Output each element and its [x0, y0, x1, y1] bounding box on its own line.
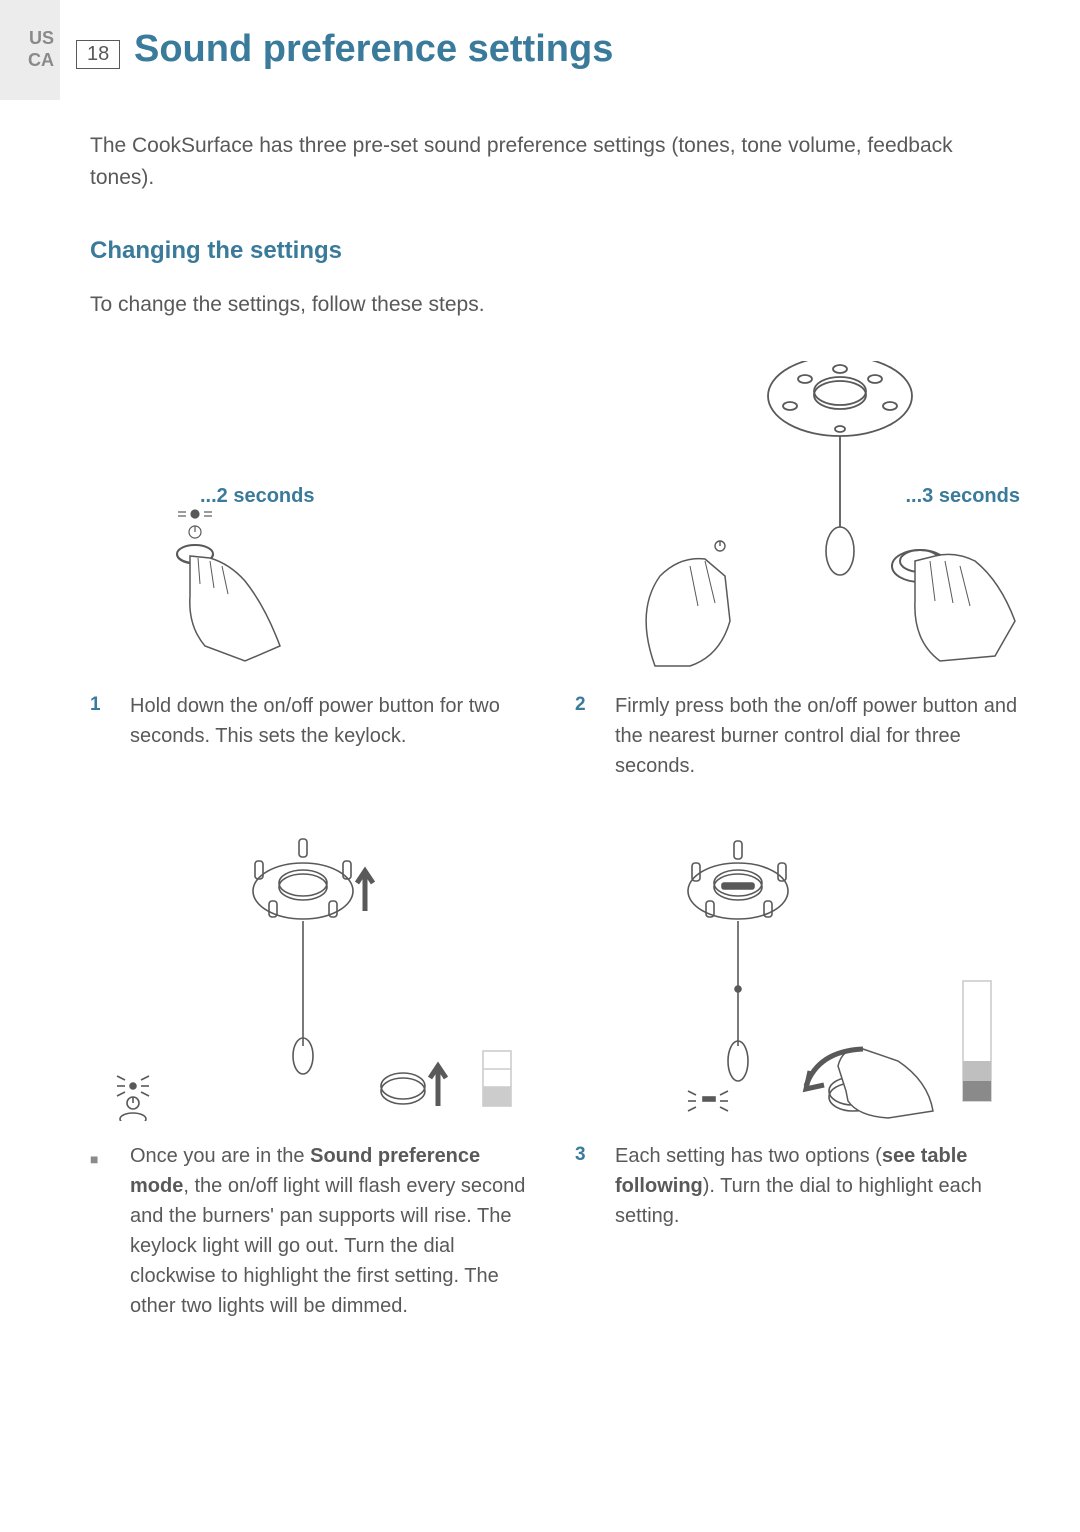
step-2-number: 2 [575, 691, 595, 781]
illustration-step-bullet [90, 821, 535, 1121]
locale-sidebar: US CA [0, 0, 60, 100]
dial-turn-icon [588, 831, 1008, 1121]
hand-press-button-icon [150, 506, 290, 666]
illustration-step-3 [575, 821, 1020, 1121]
intro-text: The CookSurface has three pre-set sound … [90, 130, 1020, 193]
step-1-text: Hold down the on/off power button for tw… [130, 691, 535, 751]
locale-us: US [29, 28, 54, 50]
locale-ca: CA [28, 50, 54, 72]
step-1-number: 1 [90, 691, 110, 751]
step-bullet-text: Once you are in the Sound preference mod… [130, 1141, 535, 1321]
cooktop-dials-icon [580, 361, 1020, 671]
step-bullet: ■ Once you are in the Sound preference m… [90, 1141, 535, 1321]
section-text: To change the settings, follow these ste… [90, 289, 1020, 321]
illustration-step-2: ...3 seconds [575, 351, 1020, 671]
illustration-row-2: ■ Once you are in the Sound preference m… [90, 821, 1020, 1321]
page-title: Sound preference settings [134, 28, 613, 71]
step-2-text: Firmly press both the on/off power butto… [615, 691, 1020, 781]
content: The CookSurface has three pre-set sound … [0, 0, 1080, 1401]
step-1: 1 Hold down the on/off power button for … [90, 691, 535, 751]
step-3-text: Each setting has two options (see table … [615, 1141, 1020, 1231]
illustration-step-1: ...2 seconds [90, 351, 535, 671]
section-heading: Changing the settings [90, 233, 1020, 269]
step-bullet-marker: ■ [90, 1141, 110, 1321]
step-3-number: 3 [575, 1141, 595, 1231]
illustration-row-1: ...2 seconds [90, 351, 1020, 781]
step-3: 3 Each setting has two options (see tabl… [575, 1141, 1020, 1231]
page-number: 18 [76, 40, 120, 69]
dial-rise-icon [103, 831, 523, 1121]
step-2: 2 Firmly press both the on/off power but… [575, 691, 1020, 781]
